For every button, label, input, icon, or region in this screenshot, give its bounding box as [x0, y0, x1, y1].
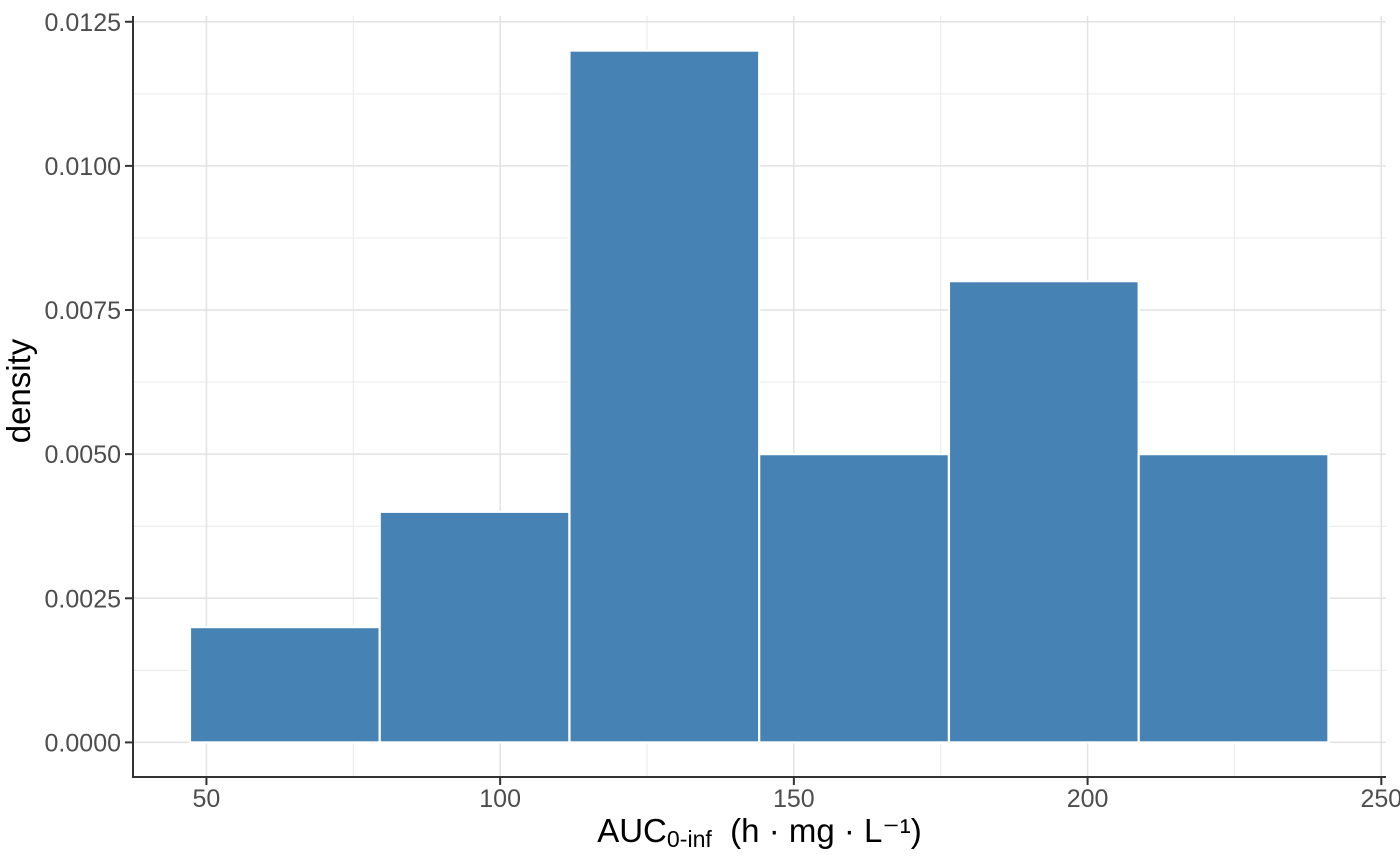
x-axis-title-base: AUC	[597, 812, 667, 849]
x-tick-label: 150	[773, 785, 815, 813]
x-tick-label: 250	[1360, 785, 1400, 813]
histogram-bar	[188, 626, 381, 744]
histogram-bar	[947, 280, 1140, 744]
y-tick-label: 0.0100	[45, 153, 121, 181]
histogram-bar	[378, 510, 571, 744]
histogram-bar	[568, 49, 761, 744]
histogram-bar	[1137, 453, 1330, 744]
x-tick-label: 200	[1067, 785, 1109, 813]
x-tick-label: 100	[479, 785, 521, 813]
y-axis-title: density	[0, 338, 37, 444]
x-tick-label: 50	[193, 785, 221, 813]
y-tick-label: 0.0125	[45, 9, 121, 37]
x-axis-title: AUC0-inf (h · mg · L⁻¹)	[133, 811, 1386, 852]
x-axis-title-subscript: 0-inf	[666, 825, 712, 852]
y-tick-label: 0.0050	[45, 441, 121, 469]
y-tick-label: 0.0025	[45, 585, 121, 613]
y-tick-label: 0.0075	[45, 297, 121, 325]
y-tick-label: 0.0000	[45, 729, 121, 757]
histogram-bar	[758, 453, 951, 744]
x-axis-title-units: (h · mg · L⁻¹)	[711, 812, 922, 849]
